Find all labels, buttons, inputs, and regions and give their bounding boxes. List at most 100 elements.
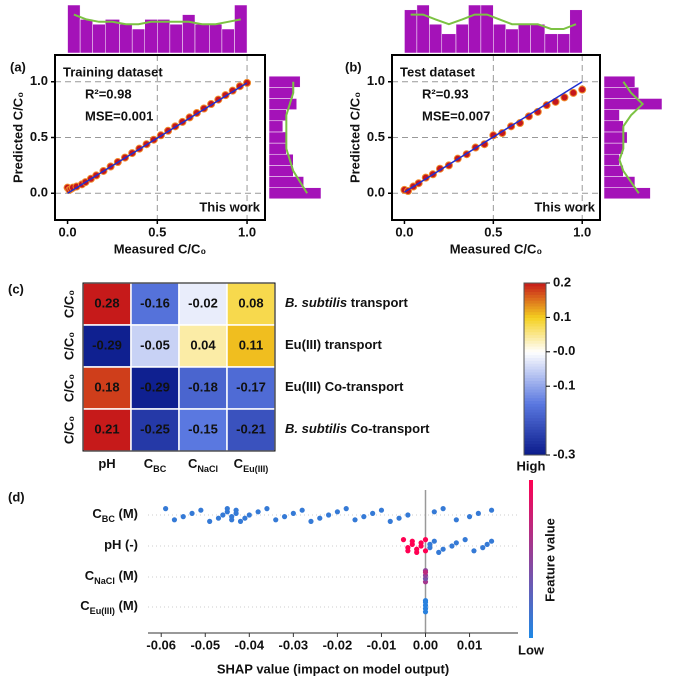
colorbar-segment (524, 420, 546, 424)
heatmap-cell (82, 408, 132, 452)
colorbar-segment (524, 300, 546, 304)
histogram-bar (603, 109, 620, 122)
x-tick-label: -0.04 (234, 637, 264, 652)
colorbar-segment (524, 449, 546, 453)
shap-point (431, 509, 437, 515)
x-tick-label: 0.5 (148, 224, 166, 239)
x-tick-label: -0.05 (190, 637, 220, 652)
histogram-bar (468, 4, 482, 54)
heatmap-cell (130, 408, 180, 452)
label-part: Eu(III) Co-transport (285, 379, 404, 394)
shap-point (440, 506, 446, 512)
data-point (569, 88, 578, 97)
row-axis-label: C/C₀ (61, 332, 76, 360)
label-part: B. subtilis (285, 295, 347, 310)
shap-point (229, 514, 235, 520)
data-point (578, 85, 587, 94)
colorbar-segment (524, 434, 546, 439)
cell-label: -0.29 (140, 379, 170, 394)
cell-label: -0.29 (92, 337, 122, 352)
shap-point (409, 538, 415, 544)
x-tick-label: 0.01 (457, 637, 482, 652)
fit-line (67, 82, 248, 194)
histogram-bar (505, 28, 519, 54)
cell-label: -0.05 (140, 337, 170, 352)
panel-label: (b) (345, 59, 362, 74)
cell-label: 0.04 (190, 337, 216, 352)
feature-label: CNaCl (M) (85, 568, 138, 586)
feature-label: pH (-) (104, 537, 138, 552)
y-tick-label: 0.0 (367, 185, 385, 200)
shap-point (480, 545, 486, 551)
heatmap-cell (178, 324, 228, 368)
histogram-bar (119, 23, 133, 54)
heatmap-cell (178, 282, 228, 326)
y-tick-label: 1.0 (30, 73, 48, 88)
colorbar-segment (524, 357, 546, 361)
label-part: C (80, 598, 90, 613)
cell-label: -0.16 (140, 295, 170, 310)
shap-point (422, 569, 429, 575)
shap-point (255, 509, 261, 515)
cell-label: 0.18 (94, 379, 119, 394)
shap-point (466, 514, 473, 520)
cell-label: -0.21 (236, 421, 266, 436)
histogram-bar (493, 23, 507, 54)
colorbar-segment (524, 406, 546, 410)
shap-point (370, 510, 376, 516)
colorbar-segment (524, 334, 546, 338)
colorbar-tick-label: -0.1 (553, 378, 575, 393)
colorbar-segment (524, 351, 546, 356)
colorbar-segment (524, 412, 546, 416)
histogram-bar (268, 187, 322, 200)
histogram-bar (416, 4, 430, 54)
shap-point (299, 507, 305, 513)
shap-point (488, 507, 495, 513)
colorbar-segment (524, 400, 546, 404)
colorbar-segment (524, 429, 546, 433)
histogram-bar (144, 19, 158, 54)
histogram-bar (79, 19, 93, 54)
colorbar-segment (524, 371, 546, 376)
x-axis-label: SHAP value (impact on model output) (217, 661, 449, 676)
histogram-bar (455, 23, 469, 54)
colorbar-segment (524, 409, 546, 413)
label-part: BC (102, 514, 116, 524)
annotation: MSE=0.007 (422, 108, 490, 123)
colorbar-segment (524, 314, 546, 318)
colorbar-segment (524, 311, 546, 316)
feature-label: CBC (M) (92, 506, 138, 524)
histogram-bar (603, 75, 636, 88)
histogram-bar (169, 23, 183, 54)
colorbar-segment (524, 294, 546, 298)
colorbar-segment (524, 369, 546, 373)
colorbar-segment (524, 443, 546, 447)
shap-point (387, 518, 393, 525)
feature-label: CEu(III) (M) (80, 598, 138, 616)
label-part: (M) (115, 598, 138, 613)
histogram-bar (268, 75, 301, 88)
colorbar-segment (524, 303, 546, 307)
label-part: C (188, 456, 198, 471)
histogram-bar (268, 142, 287, 155)
shap-point (189, 510, 195, 516)
y-tick-label: 1.0 (367, 73, 385, 88)
shap-point (215, 515, 222, 521)
shap-point (290, 510, 296, 516)
column-label: CNaCl (188, 456, 218, 474)
colorbar-segment (524, 386, 546, 390)
label-part: C (144, 456, 154, 471)
histogram-bar (557, 33, 571, 54)
x-tick-label: -0.02 (323, 637, 353, 652)
shap-point (422, 537, 429, 543)
label-part: pH (-) (104, 537, 138, 552)
row-name: B. subtilis Co-transport (285, 421, 430, 436)
shap-point (308, 518, 314, 525)
heatmap-frame (82, 282, 276, 452)
shap-point (317, 515, 323, 521)
colorbar-frame (523, 282, 547, 456)
colorbar-segment (524, 343, 546, 347)
heatmap-cell (178, 408, 228, 452)
shap-point (163, 506, 169, 512)
heatmap-cell (226, 366, 276, 410)
